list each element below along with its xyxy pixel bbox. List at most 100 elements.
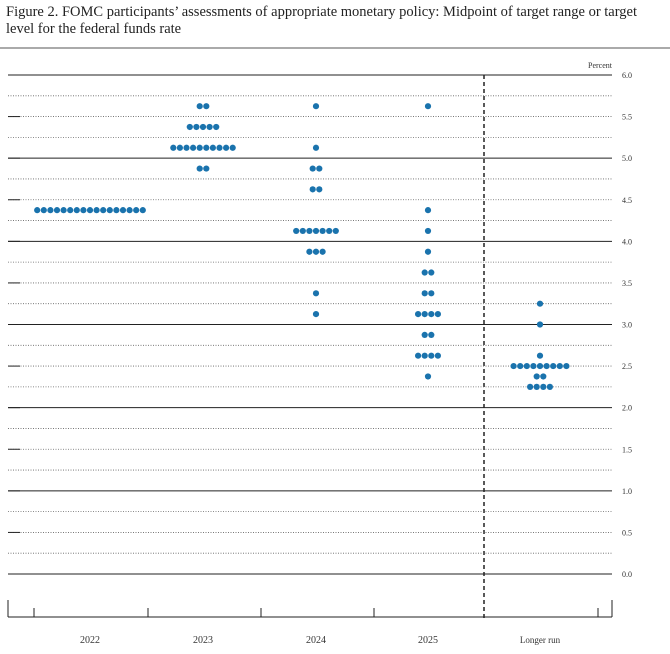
dot bbox=[196, 144, 203, 151]
x-tick-label: 2022 bbox=[80, 635, 100, 646]
dot bbox=[563, 362, 570, 370]
dot bbox=[213, 123, 220, 131]
x-tick-label: 2023 bbox=[193, 635, 213, 646]
dot bbox=[316, 186, 323, 193]
dot bbox=[546, 383, 554, 390]
dot bbox=[193, 123, 200, 131]
dot bbox=[424, 373, 432, 380]
y-tick-label: 1.5 bbox=[622, 445, 632, 454]
dot bbox=[203, 103, 210, 110]
dot bbox=[176, 144, 183, 151]
dot bbox=[533, 373, 540, 380]
dot bbox=[421, 331, 428, 338]
dot bbox=[424, 248, 432, 255]
dot bbox=[106, 207, 113, 214]
x-tick-label: 2024 bbox=[306, 635, 326, 646]
dot bbox=[309, 186, 316, 193]
dot bbox=[293, 227, 300, 235]
dot bbox=[523, 362, 530, 370]
dot bbox=[223, 144, 230, 151]
dot bbox=[40, 207, 47, 214]
dot bbox=[536, 362, 544, 370]
dot bbox=[299, 227, 306, 235]
dot bbox=[73, 207, 80, 214]
dot bbox=[206, 123, 213, 131]
dot bbox=[312, 227, 320, 235]
dot bbox=[312, 290, 320, 297]
x-tick-label: Longer run bbox=[520, 635, 561, 645]
dot bbox=[312, 144, 320, 151]
dot bbox=[186, 123, 193, 131]
dot bbox=[428, 269, 435, 276]
dot bbox=[421, 311, 428, 318]
dot bbox=[319, 248, 326, 255]
dot bbox=[199, 123, 207, 131]
dot bbox=[209, 144, 216, 151]
dot bbox=[53, 207, 61, 214]
y-tick-label: 0.0 bbox=[622, 570, 632, 579]
dot bbox=[421, 269, 428, 276]
dot bbox=[183, 144, 190, 151]
y-tick-label: 2.5 bbox=[622, 362, 632, 371]
dot bbox=[556, 362, 563, 370]
dot bbox=[424, 207, 432, 214]
dot bbox=[139, 207, 146, 214]
dot bbox=[196, 103, 203, 110]
dot bbox=[550, 362, 557, 370]
dot bbox=[540, 373, 547, 380]
dot bbox=[119, 207, 127, 214]
dot bbox=[421, 290, 428, 297]
dot bbox=[510, 362, 517, 370]
dot bbox=[203, 165, 210, 172]
dot bbox=[527, 383, 534, 390]
dot bbox=[428, 331, 435, 338]
dot bbox=[540, 383, 547, 390]
dot bbox=[93, 207, 100, 214]
dot bbox=[428, 290, 435, 297]
dot bbox=[434, 352, 441, 359]
dot bbox=[530, 362, 537, 370]
dot bbox=[421, 352, 428, 359]
dot bbox=[428, 311, 435, 318]
dot bbox=[306, 248, 313, 255]
dot bbox=[543, 362, 550, 370]
dot bbox=[60, 207, 67, 214]
dot bbox=[126, 207, 133, 214]
dot bbox=[326, 227, 333, 235]
dot bbox=[67, 207, 74, 214]
dot bbox=[415, 352, 422, 359]
dot bbox=[309, 165, 316, 172]
dot bbox=[47, 207, 54, 214]
y-tick-label: 5.5 bbox=[622, 113, 632, 122]
dot bbox=[34, 207, 41, 214]
dot bbox=[536, 321, 544, 328]
x-tick-label: 2025 bbox=[418, 635, 438, 646]
dot bbox=[312, 248, 320, 255]
y-tick-label: 4.5 bbox=[622, 196, 632, 205]
y-tick-label: 4.0 bbox=[622, 237, 632, 246]
dot bbox=[536, 352, 544, 359]
chart-title: Figure 2. FOMC participants’ assessments… bbox=[6, 4, 638, 37]
dot bbox=[306, 227, 313, 235]
dot bbox=[316, 165, 323, 172]
dot bbox=[113, 207, 120, 214]
dot bbox=[216, 144, 223, 151]
dot bbox=[80, 207, 87, 214]
dot bbox=[434, 311, 441, 318]
dot bbox=[196, 165, 203, 172]
dot bbox=[100, 207, 107, 214]
dot bbox=[203, 144, 210, 151]
y-tick-label: 5.0 bbox=[622, 154, 632, 163]
y-tick-label: 0.5 bbox=[622, 528, 632, 537]
dot bbox=[319, 227, 326, 235]
dot bbox=[312, 103, 320, 110]
dot bbox=[533, 383, 540, 390]
y-tick-label: 3.0 bbox=[622, 321, 632, 330]
dot bbox=[517, 362, 524, 370]
x-axis bbox=[7, 600, 613, 618]
dot bbox=[424, 227, 432, 235]
dot bbox=[332, 227, 339, 235]
dot bbox=[190, 144, 197, 151]
